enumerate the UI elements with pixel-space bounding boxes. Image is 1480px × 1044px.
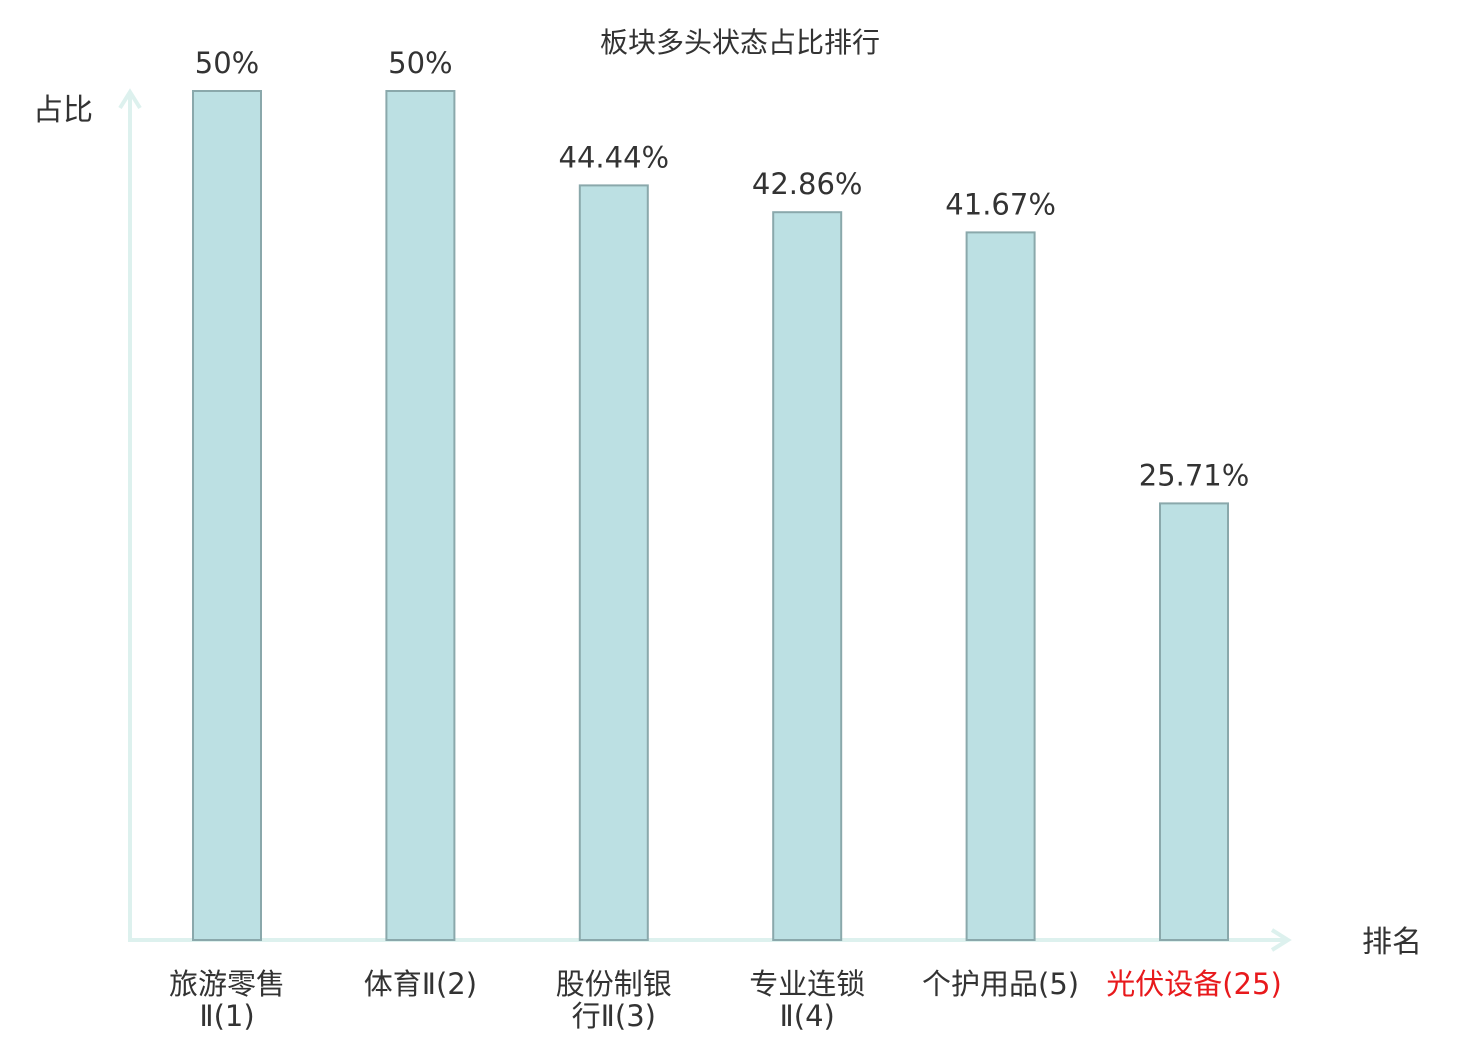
bar-6 (1159, 502, 1229, 941)
category-label-1-line-2: Ⅱ(1) (199, 999, 254, 1033)
axes (118, 88, 1292, 952)
bar-4 (772, 211, 843, 941)
bar-1 (192, 90, 262, 941)
bar-2 (385, 90, 456, 941)
value-label-3: 44.44% (559, 140, 670, 174)
category-label-4-line-2: Ⅱ(4) (780, 999, 835, 1033)
value-labels-group: 50% 50% 44.44% 42.86% 41.67% 25.71% (195, 46, 1250, 492)
category-label-3-line-1: 股份制银 (556, 967, 672, 1001)
chart-title: 板块多头状态占比排行 (600, 26, 880, 59)
bars-group (192, 90, 1229, 941)
x-axis-label: 排名 (1362, 925, 1422, 960)
category-label-4-line-1: 专业连锁 (749, 967, 865, 1001)
value-label-1: 50% (195, 46, 259, 80)
x-axis-arrow (1270, 928, 1292, 952)
category-label-6-line-1: 光伏设备(25) (1106, 967, 1282, 1001)
value-label-2: 50% (388, 46, 452, 80)
y-axis-label: 占比 (33, 93, 93, 128)
category-label-3-line-2: 行Ⅱ(3) (572, 999, 656, 1033)
value-label-6: 25.71% (1139, 458, 1250, 492)
value-label-4: 42.86% (752, 167, 863, 201)
category-label-5-line-1: 个护用品(5) (922, 967, 1079, 1001)
bar-3 (578, 184, 649, 941)
bar-5 (965, 231, 1036, 941)
y-axis-arrow (118, 88, 142, 110)
value-label-5: 41.67% (945, 187, 1056, 221)
category-label-2-line-1: 体育Ⅱ(2) (364, 967, 477, 1001)
category-label-1-line-1: 旅游零售 (169, 967, 285, 1001)
